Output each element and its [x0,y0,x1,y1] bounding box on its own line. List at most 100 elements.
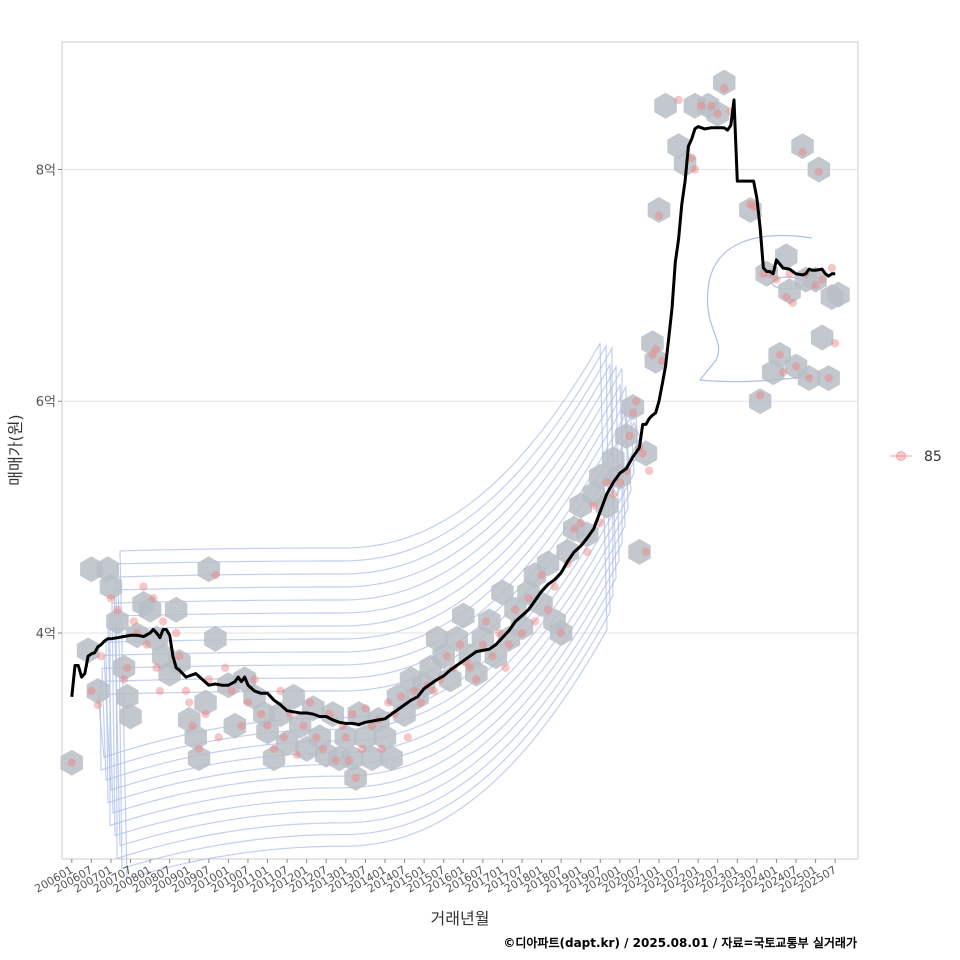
scatter-point [755,391,765,400]
hexbin-cell [99,573,123,600]
hexbin-cell [755,260,778,287]
scatter-point [827,263,837,273]
hexbin-cell [647,197,671,223]
hexbin-cell [373,724,397,751]
scatter-point [279,733,289,742]
hexbin-cell [204,625,227,652]
scatter-point [269,744,279,754]
hexbin-cell [713,69,736,96]
scatter-point [181,686,191,696]
scatter-point [772,275,781,284]
hexbin-cell [223,712,247,739]
scatter-point [628,408,638,418]
scatter-point [778,368,788,377]
hexbin-cell [817,365,840,392]
scatter-point [697,101,706,110]
scatter-point [442,651,452,661]
scatter-point [250,675,259,684]
hexbin-cell [810,324,834,351]
scatter-point [804,373,814,383]
legend: 85 [890,449,942,465]
hexbin-cell [827,281,850,308]
x-axis-ticks: 2006012006072007012007072008012008072009… [32,859,839,896]
hexbin-cell [112,654,136,681]
scatter-point [788,298,797,307]
chart-caption: ©디아파트(dapt.kr) / 2025.08.01 / 자료=국토교통부 실… [503,935,857,950]
hexbin-cell [354,724,377,751]
scatter-point [583,547,592,557]
scatter-point [501,663,510,672]
scatter-point [106,594,116,603]
scatter-point [550,582,559,591]
y-tick-label: 6억 [36,395,56,410]
hexbin-cell [275,730,299,757]
scatter-point [142,640,152,649]
scatter-point [625,431,634,441]
scatter-point [524,594,533,603]
scatter-point [481,617,491,626]
hexbin-cell [106,608,129,635]
scatter-point [312,733,321,742]
plot-panel [61,41,859,860]
scatter-point [654,211,664,221]
hexbin-cell [445,625,468,652]
hexbin-layer [60,69,850,791]
hexbin-cell [334,724,358,751]
density-contour [107,383,626,814]
scatter-point [641,547,651,557]
hexbin-cell [654,92,677,119]
hexbin-cell [269,701,292,728]
hexbin-cell [748,388,772,415]
scatter-point [292,750,302,759]
scatter-point [713,109,722,119]
scatter-point [494,628,504,638]
scatter-point [455,640,465,649]
scatter-point [416,698,426,707]
scatter-point [299,721,308,730]
density-contour [111,364,620,837]
scatter-point [817,275,827,284]
scatter-point [93,700,103,710]
scatter-point [348,709,357,719]
hexbin-cell [197,556,221,583]
hexbin-cell [341,745,364,772]
scatter-point [129,617,138,626]
scatter-point [276,686,285,696]
x-axis-title: 거래년월 [431,909,490,928]
scatter-point [658,356,667,365]
scatter-point [478,640,488,649]
scatter-point [720,84,729,93]
hexbin-cell [194,689,217,716]
scatter-point [690,165,700,174]
scatter-point [830,339,840,348]
scatter-point [749,202,758,211]
scatter-point [645,466,654,475]
scatter-point [517,628,527,638]
hexbin-cell [116,683,139,710]
scatter-point [746,200,755,209]
hexbin-cell [347,701,371,728]
scatter-point [615,478,625,487]
scatter-point [87,686,96,696]
scatter-point [530,617,540,626]
hexbin-cell [491,579,514,606]
y-axis-ticks: 4억 6억 8억 [36,163,62,642]
scatter-point [123,663,132,672]
scatter-point [318,744,328,754]
scatter-point [465,663,474,672]
hexbin-cell [706,100,729,127]
hexbin-cell [360,745,384,772]
scatter-point [687,153,696,163]
scatter-point [194,744,204,754]
scatter-point [214,733,223,742]
hexbin-cell [549,620,573,646]
scatter-point [351,773,360,783]
scatter-point [158,617,168,626]
scatter-point [569,524,579,533]
hexbin-cell [628,538,651,565]
density-contour [698,235,813,383]
hexbin-cell [589,463,612,490]
scatter-point [488,651,497,661]
hexbin-cell [791,133,814,160]
scatter-point [674,95,683,105]
